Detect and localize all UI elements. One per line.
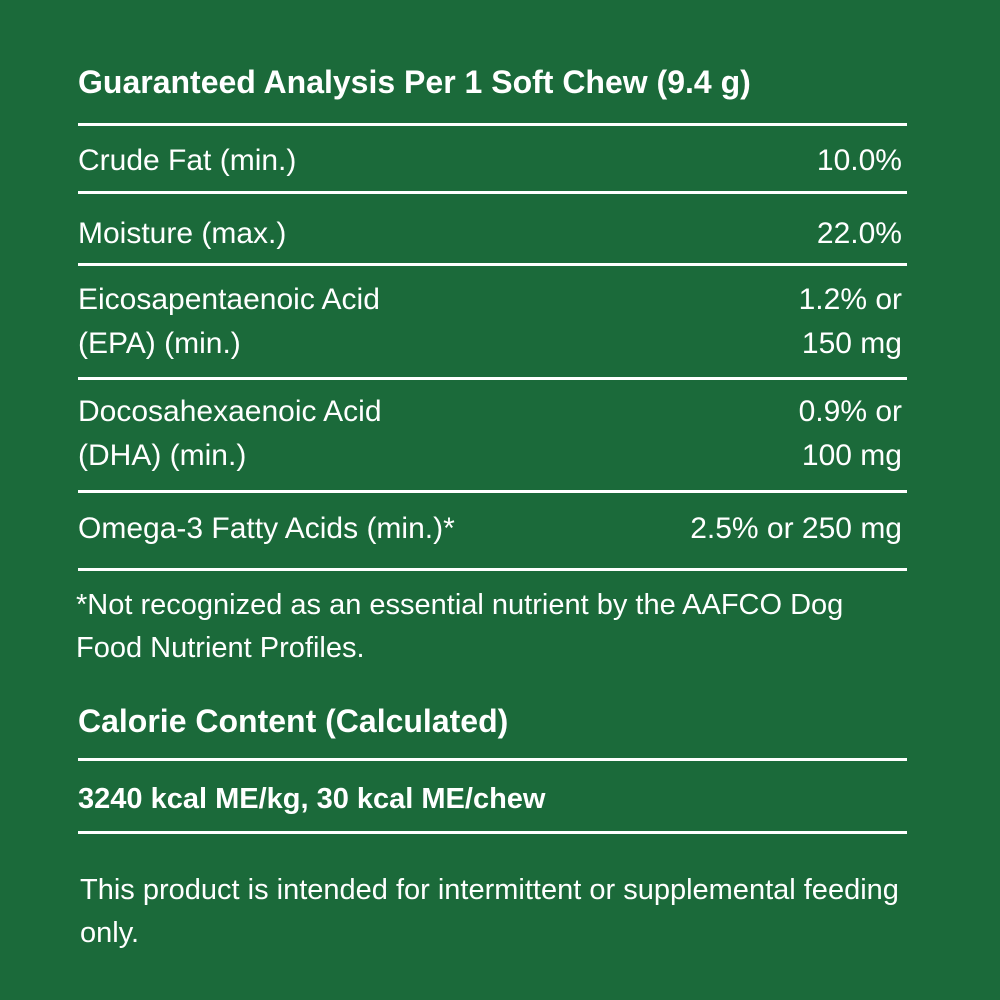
row-value-crude-fat: 10.0% (816, 144, 902, 177)
footnote: *Not recognized as an essential nutrient… (76, 589, 844, 664)
row-label-dha-line1: Docosahexaenoic Acid (78, 395, 382, 428)
guaranteed-analysis-title: Guaranteed Analysis Per 1 Soft Chew (9.4… (78, 64, 751, 100)
row-value-moisture: 22.0% (816, 217, 902, 250)
divider (78, 490, 907, 493)
divider (78, 377, 907, 380)
feeding-disclaimer: This product is intended for intermitten… (80, 874, 899, 949)
row-value-omega3: 2.5% or 250 mg (690, 512, 902, 545)
divider (78, 568, 907, 571)
row-label-epa-line1: Eicosapentaenoic Acid (78, 283, 380, 316)
calorie-value: 3240 kcal ME/kg, 30 kcal ME/chew (78, 783, 546, 815)
row-label-dha-line2: (DHA) (min.) (78, 439, 247, 472)
row-value-dha-line1: 0.9% or (798, 395, 902, 428)
row-value-epa-line1: 1.2% or (798, 283, 902, 316)
row-value-epa-line2: 150 mg (801, 327, 902, 360)
calorie-content-title: Calorie Content (Calculated) (78, 703, 509, 739)
divider (78, 831, 907, 834)
divider (78, 123, 907, 126)
row-label-moisture: Moisture (max.) (78, 217, 287, 250)
row-label-crude-fat: Crude Fat (min.) (78, 144, 297, 177)
divider (78, 263, 907, 266)
divider (78, 191, 907, 194)
divider (78, 758, 907, 761)
row-label-omega3: Omega-3 Fatty Acids (min.)* (78, 512, 455, 545)
row-value-dha-line2: 100 mg (801, 439, 902, 472)
row-label-epa-line2: (EPA) (min.) (78, 327, 241, 360)
